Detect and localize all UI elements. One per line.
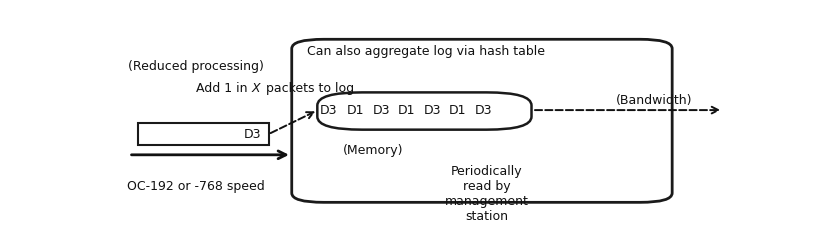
Text: D3: D3 xyxy=(244,128,262,141)
Bar xyxy=(139,123,269,144)
Text: D1: D1 xyxy=(347,104,365,117)
Text: D3: D3 xyxy=(475,104,493,117)
Text: Add 1 in: Add 1 in xyxy=(196,82,252,95)
Text: (Reduced processing): (Reduced processing) xyxy=(128,60,264,73)
Text: Can also aggregate log via hash table: Can also aggregate log via hash table xyxy=(307,45,545,58)
Text: Periodically
read by
management
station: Periodically read by management station xyxy=(445,165,529,223)
Text: D3: D3 xyxy=(424,104,441,117)
Text: D3: D3 xyxy=(373,104,390,117)
Text: X: X xyxy=(252,82,260,95)
Text: D1: D1 xyxy=(398,104,416,117)
Text: D1: D1 xyxy=(450,104,467,117)
Text: (Memory): (Memory) xyxy=(342,144,403,157)
Text: (Bandwidth): (Bandwidth) xyxy=(616,94,692,107)
Text: D3: D3 xyxy=(320,104,337,117)
Text: packets to log: packets to log xyxy=(262,82,354,95)
Text: OC-192 or -768 speed: OC-192 or -768 speed xyxy=(127,180,265,193)
